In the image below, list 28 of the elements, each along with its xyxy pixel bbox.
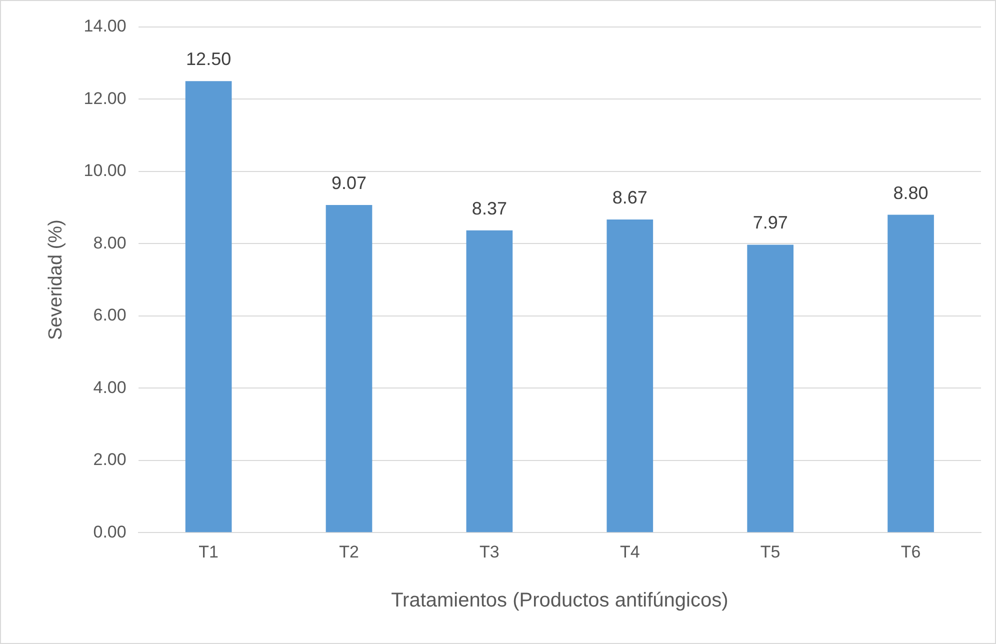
data-label: 8.67	[612, 187, 648, 208]
data-label: 8.37	[472, 198, 507, 218]
bar	[888, 214, 934, 532]
bar	[466, 230, 513, 532]
x-tick-label: T3	[480, 542, 500, 562]
y-tick-label: 0.00	[93, 522, 126, 542]
data-label: 9.07	[331, 173, 367, 194]
y-tick-label: 4.00	[93, 378, 126, 397]
y-tick-label: 8.00	[93, 233, 126, 252]
y-tick-label: 10.00	[84, 161, 126, 180]
y-tick-label: 14.00	[84, 16, 126, 36]
x-tick-label: T4	[620, 542, 640, 562]
data-label: 12.50	[186, 49, 232, 70]
bar	[326, 205, 372, 532]
x-tick-label: T2	[339, 542, 359, 562]
y-axis-title: Severidad (%)	[46, 220, 67, 340]
x-tick-label: T5	[760, 542, 780, 562]
y-tick-label: 12.00	[84, 88, 126, 108]
x-axis-title: Tratamientos (Productos antifúngicos)	[391, 590, 728, 612]
y-tick-label: 2.00	[93, 450, 126, 470]
x-tick-label: T6	[900, 542, 921, 562]
data-label: 7.97	[752, 212, 788, 233]
bar	[606, 219, 654, 532]
y-tick-label: 6.00	[93, 306, 126, 325]
bar	[185, 81, 232, 532]
x-tick-label: T1	[198, 542, 218, 562]
bar	[747, 244, 794, 532]
data-label: 8.80	[893, 182, 928, 203]
